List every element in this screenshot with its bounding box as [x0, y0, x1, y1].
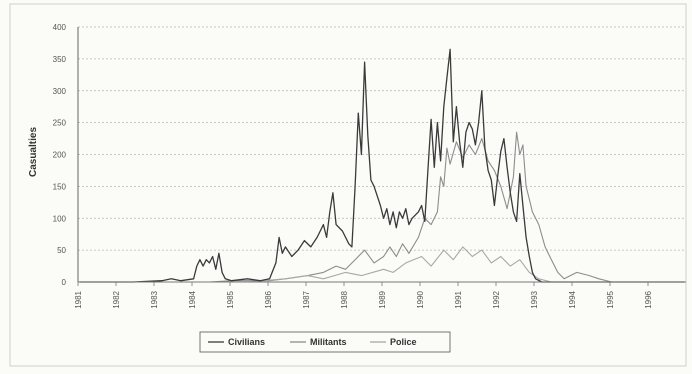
legend-box	[199, 331, 451, 353]
x-tick-label: 1981	[74, 290, 83, 308]
x-tick-label: 1996	[644, 290, 653, 308]
y-tick-label: 50	[57, 246, 66, 255]
x-tick-label: 1992	[492, 290, 501, 308]
x-tick-label: 1990	[416, 290, 425, 308]
x-tick-label: 1988	[340, 290, 349, 308]
y-tick-label: 300	[53, 87, 67, 96]
y-tick-label: 150	[53, 182, 67, 191]
x-tick-label: 1995	[606, 290, 615, 308]
series-line-civilians	[79, 48, 685, 283]
x-tick-label: 1994	[568, 290, 577, 308]
x-tick-label: 1984	[188, 290, 197, 308]
y-tick-label: 200	[53, 151, 67, 160]
y-tick-label: 0	[62, 278, 67, 287]
x-tick-label: 1982	[112, 290, 121, 308]
legend-label-militants: Militants	[310, 337, 347, 347]
series-line-militants	[79, 131, 685, 283]
legend: Civilians Militants Police	[199, 331, 451, 353]
x-tick-label: 1993	[530, 290, 539, 308]
x-tick-label: 1991	[454, 290, 463, 308]
chart-frame	[9, 3, 687, 367]
x-tick-label: 1989	[378, 290, 387, 308]
y-tick-label: 350	[53, 55, 67, 64]
y-tick-label: 400	[53, 23, 67, 32]
series-line-police	[79, 246, 685, 283]
y-tick-label: 100	[53, 214, 67, 223]
y-axis-label: Casualties	[28, 127, 39, 177]
legend-label-civilians: Civilians	[228, 337, 265, 347]
x-tick-label: 1983	[150, 290, 159, 308]
x-tick-label: 1986	[264, 290, 273, 308]
legend-label-police: Police	[390, 337, 417, 347]
x-tick-label: 1987	[302, 290, 311, 308]
y-tick-label: 250	[53, 119, 67, 128]
x-tick-label: 1985	[226, 290, 235, 308]
